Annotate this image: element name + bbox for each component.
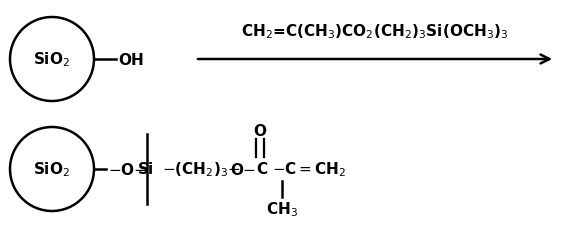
- Text: O: O: [253, 124, 266, 139]
- Text: SiO$_2$: SiO$_2$: [33, 50, 70, 69]
- Text: Si: Si: [138, 162, 154, 177]
- Text: $-$(CH$_2$)$_3$$-$: $-$(CH$_2$)$_3$$-$: [162, 160, 240, 179]
- Circle shape: [10, 18, 94, 101]
- Text: SiO$_2$: SiO$_2$: [33, 160, 70, 179]
- Text: $-$C$=$CH$_2$: $-$C$=$CH$_2$: [272, 160, 346, 179]
- Text: C: C: [256, 162, 267, 177]
- Circle shape: [10, 127, 94, 211]
- Text: CH$_3$: CH$_3$: [266, 200, 298, 218]
- Text: $-$O$-$: $-$O$-$: [108, 161, 147, 177]
- Text: CH$_2$=C(CH$_3$)CO$_2$(CH$_2$)$_3$Si(OCH$_3$)$_3$: CH$_2$=C(CH$_3$)CO$_2$(CH$_2$)$_3$Si(OCH…: [242, 22, 509, 41]
- Text: OH: OH: [118, 52, 144, 67]
- Text: O$-$: O$-$: [230, 161, 256, 177]
